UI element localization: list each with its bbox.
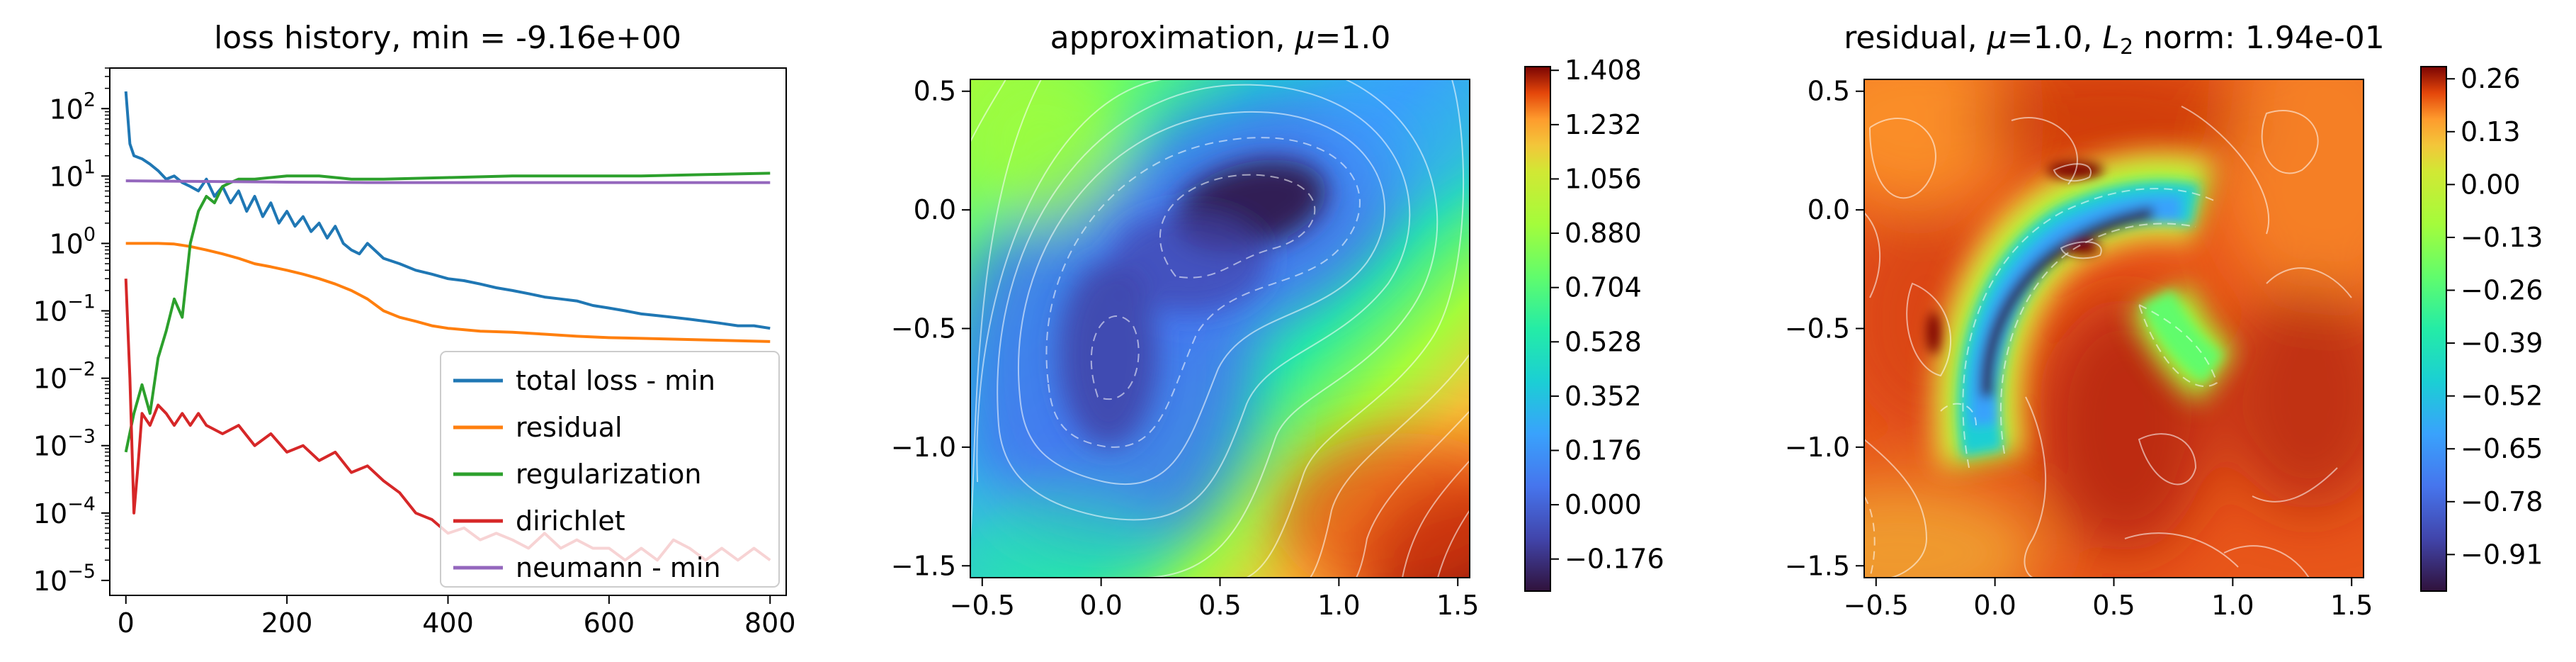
legend-label: total loss - min (516, 365, 715, 396)
x-tick-label: 0.5 (2092, 590, 2135, 621)
y-tick-label: 102 (49, 89, 96, 125)
colorbar-tick-label: 0.880 (1565, 218, 1642, 249)
colorbar-tick-label: 1.056 (1565, 163, 1642, 194)
colorbar-tick-label: 0.00 (2461, 169, 2521, 200)
loss-history-title: loss history, min = -9.16e+00 (214, 20, 681, 56)
legend-label: regularization (516, 459, 701, 490)
colorbar-tick-label: 1.232 (1565, 109, 1642, 140)
residual-colorbar-ticks: 0.26 0.13 0.00 −0.13 −0.26 −0.39 −0.52 −0.65 −0.… (2446, 63, 2543, 570)
approximation-title: approximation, μ=1.0 (1050, 20, 1391, 56)
approximation-ticks: −0.5 0.0 0.5 1.0 1.5 0.5 0.0 −0.5 −1.0 −1.5 (891, 76, 1480, 621)
loss-series-group (124, 91, 771, 562)
x-tick-label: 0.0 (1973, 590, 2016, 621)
colorbar-tick-label: 0.000 (1565, 489, 1642, 520)
y-tick-label: 0.5 (1808, 76, 1850, 107)
x-tick-label: 0 (118, 607, 135, 639)
y-tick-label: 0.0 (914, 194, 956, 225)
colorbar-tick-label: 0.26 (2461, 63, 2521, 94)
approximation-colorbar (1524, 66, 1551, 592)
x-tick-label: 0.5 (1198, 590, 1241, 621)
x-tick-label: −0.5 (1844, 590, 1909, 621)
series-line-4 (125, 179, 771, 184)
x-tick-label: 200 (261, 607, 313, 639)
approximation-panel: approximation, μ=1.0 (891, 20, 1664, 621)
residual-heatmap (1864, 79, 2364, 578)
residual-panel: residual, μ=1.0, L2 norm: 1.94e-01 (1785, 20, 2543, 621)
series-line-1 (125, 242, 771, 343)
x-tick-label: 800 (744, 607, 796, 639)
colorbar-tick-label: −0.176 (1565, 544, 1664, 575)
x-tick-label: 1.0 (2211, 590, 2254, 621)
colorbar-tick-label: 0.13 (2461, 116, 2521, 147)
x-tick-label: 600 (584, 607, 635, 639)
legend-frame (440, 351, 780, 588)
colorbar-tick-label: −0.65 (2461, 433, 2543, 464)
colorbar-tick-label: 1.408 (1565, 55, 1642, 86)
colorbar-tick-label: 0.528 (1565, 326, 1642, 357)
y-tick-label: 10−4 (33, 493, 96, 529)
colorbar-tick-label: 0.704 (1565, 272, 1642, 303)
y-tick-label: 0.0 (1808, 194, 1850, 225)
residual-colorbar (2420, 66, 2447, 592)
y-tick-label: 10−1 (33, 291, 96, 327)
y-tick-label: 10−5 (33, 561, 96, 597)
y-tick-label: 0.5 (914, 76, 956, 107)
loss-history-panel: loss history, min = -9.16e+00 0 200 400 600… (33, 20, 796, 639)
series-line-0 (124, 91, 771, 330)
loss-y-ticks: 10−5 10−4 10−3 10−2 10−1 100 101 102 (33, 67, 110, 597)
y-tick-label: −0.5 (891, 313, 956, 344)
colorbar-tick-label: −0.39 (2461, 327, 2543, 359)
colorbar-tick-label: −0.91 (2461, 539, 2543, 570)
y-tick-label: −1.0 (1785, 432, 1850, 463)
x-tick-label: 1.5 (2330, 590, 2373, 621)
y-tick-label: −1.5 (1785, 550, 1850, 581)
x-tick-label: 1.0 (1317, 590, 1360, 621)
colorbar-tick-label: 0.176 (1565, 435, 1642, 466)
y-tick-label: −1.0 (891, 432, 956, 463)
residual-ticks: −0.5 0.0 0.5 1.0 1.5 0.5 0.0 −0.5 −1.0 −1.5 (1785, 76, 2373, 621)
colorbar-tick-label: −0.26 (2461, 275, 2543, 306)
colorbar-tick-label: 0.352 (1565, 381, 1642, 412)
loss-x-ticks: 0 200 400 600 800 (118, 595, 796, 639)
legend-label: dirichlet (516, 505, 625, 537)
x-tick-label: 1.5 (1436, 590, 1479, 621)
colorbar-tick-label: −0.52 (2461, 381, 2543, 412)
colorbar-tick-label: −0.78 (2461, 486, 2543, 517)
x-tick-label: −0.5 (950, 590, 1015, 621)
y-tick-label: 10−2 (33, 359, 96, 395)
y-tick-label: 10−3 (33, 426, 96, 462)
x-tick-label: 0.0 (1079, 590, 1122, 621)
x-tick-label: 400 (422, 607, 474, 639)
residual-title: residual, μ=1.0, L2 norm: 1.94e-01 (1844, 20, 2384, 60)
legend-label: residual (516, 412, 623, 443)
y-tick-label: −0.5 (1785, 313, 1850, 344)
legend-label: neumann - min (516, 552, 721, 583)
loss-legend: total loss - min residual regularization di… (440, 351, 780, 588)
colorbar-tick-label: −0.13 (2461, 222, 2543, 253)
y-tick-label: 100 (49, 223, 96, 259)
approximation-colorbar-ticks: 1.408 1.232 1.056 0.880 0.704 0.528 0.352 0.176… (1550, 55, 1664, 575)
y-tick-label: 101 (49, 156, 96, 192)
approximation-heatmap (970, 79, 1470, 578)
y-tick-label: −1.5 (891, 550, 956, 581)
